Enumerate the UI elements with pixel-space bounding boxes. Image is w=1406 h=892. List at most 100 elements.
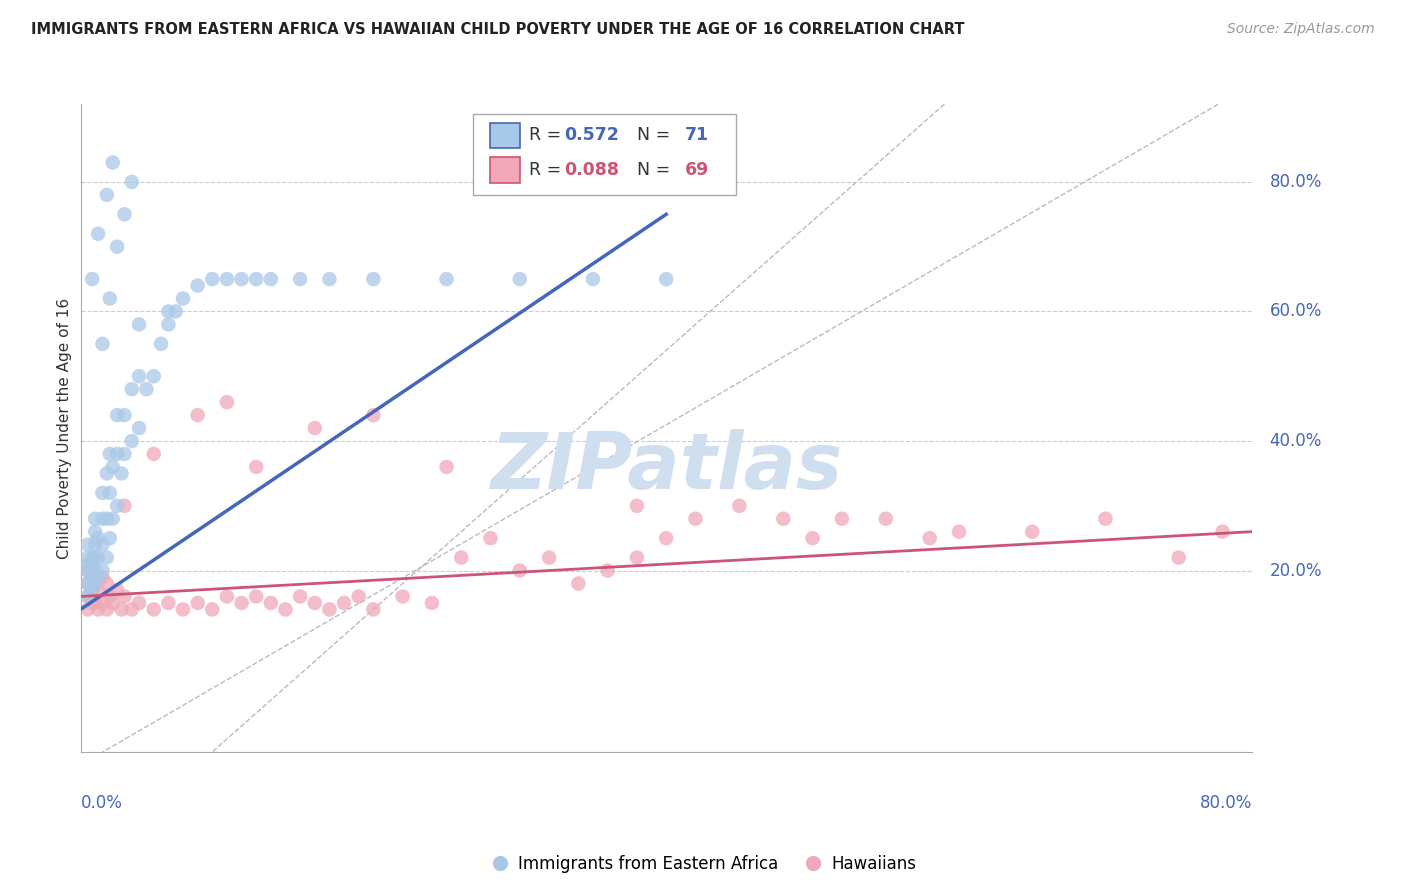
Point	[165, 304, 187, 318]
Point	[479, 531, 502, 545]
Point	[76, 564, 98, 578]
Point	[87, 550, 110, 565]
Point	[91, 512, 114, 526]
Point	[318, 602, 340, 616]
Point	[128, 596, 150, 610]
Point	[121, 382, 143, 396]
Point	[114, 447, 136, 461]
Point	[114, 207, 136, 221]
Point	[260, 272, 283, 286]
Point	[772, 512, 794, 526]
Point	[76, 576, 98, 591]
Point	[76, 550, 98, 565]
Point	[98, 531, 121, 545]
Point	[98, 292, 121, 306]
Point	[84, 524, 107, 539]
Point	[245, 459, 267, 474]
Point	[110, 602, 132, 616]
Point	[157, 304, 180, 318]
Point	[215, 590, 238, 604]
Point	[318, 272, 340, 286]
Point	[363, 408, 385, 422]
Point	[87, 602, 110, 616]
FancyBboxPatch shape	[472, 114, 737, 194]
Point	[76, 590, 98, 604]
Point	[91, 596, 114, 610]
Point	[96, 602, 118, 616]
Point	[831, 512, 853, 526]
Text: 0.088: 0.088	[564, 161, 619, 178]
Point	[728, 499, 751, 513]
Point	[96, 576, 118, 591]
Point	[96, 467, 118, 481]
Point	[655, 531, 678, 545]
Point	[82, 582, 104, 597]
Point	[450, 550, 472, 565]
Text: ZIPatlas: ZIPatlas	[491, 429, 842, 505]
Point	[84, 576, 107, 591]
Point	[96, 512, 118, 526]
Point	[626, 550, 648, 565]
Point	[201, 272, 224, 286]
Point	[801, 531, 824, 545]
Point	[172, 292, 194, 306]
FancyBboxPatch shape	[491, 122, 520, 148]
Point	[87, 531, 110, 545]
Point	[101, 512, 124, 526]
Text: 0.572: 0.572	[564, 127, 619, 145]
Point	[304, 596, 326, 610]
Point	[187, 596, 209, 610]
Point	[76, 564, 98, 578]
Point	[105, 447, 128, 461]
Point	[1094, 512, 1116, 526]
Point	[87, 582, 110, 597]
Point	[114, 590, 136, 604]
Point	[87, 570, 110, 584]
Point	[509, 272, 531, 286]
Point	[436, 272, 458, 286]
Point	[91, 485, 114, 500]
Point	[82, 570, 104, 584]
Point	[157, 318, 180, 332]
Point	[172, 602, 194, 616]
Point	[288, 590, 311, 604]
Y-axis label: Child Poverty Under the Age of 16: Child Poverty Under the Age of 16	[58, 298, 72, 558]
Point	[626, 499, 648, 513]
Point	[98, 447, 121, 461]
Point	[918, 531, 941, 545]
Point	[105, 408, 128, 422]
Point	[105, 499, 128, 513]
Legend: Immigrants from Eastern Africa, Hawaiians: Immigrants from Eastern Africa, Hawaiian…	[482, 848, 924, 880]
Point	[105, 582, 128, 597]
Point	[363, 272, 385, 286]
Text: 69: 69	[685, 161, 709, 178]
Point	[436, 459, 458, 474]
Point	[76, 557, 98, 571]
Point	[1167, 550, 1189, 565]
Point	[231, 272, 253, 286]
Point	[84, 564, 107, 578]
Point	[201, 602, 224, 616]
Point	[215, 272, 238, 286]
Text: R =: R =	[529, 161, 567, 178]
Point	[274, 602, 297, 616]
Point	[128, 318, 150, 332]
Point	[82, 272, 104, 286]
Point	[135, 382, 157, 396]
Point	[142, 369, 165, 384]
Point	[567, 576, 589, 591]
Point	[363, 602, 385, 616]
Text: N =: N =	[626, 127, 676, 145]
Point	[101, 459, 124, 474]
Text: 0.0%: 0.0%	[80, 794, 122, 812]
Point	[101, 155, 124, 169]
Point	[76, 538, 98, 552]
Point	[76, 576, 98, 591]
Point	[121, 602, 143, 616]
Point	[84, 512, 107, 526]
Point	[84, 596, 107, 610]
Point	[391, 590, 413, 604]
Text: 80.0%: 80.0%	[1270, 173, 1322, 191]
Point	[142, 602, 165, 616]
Point	[333, 596, 356, 610]
